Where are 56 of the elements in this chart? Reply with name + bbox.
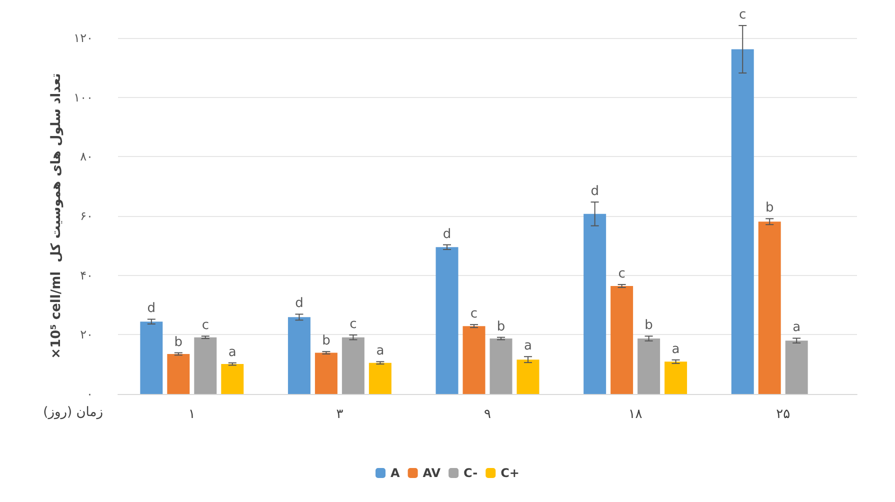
bar	[758, 222, 781, 394]
data-label: b	[765, 200, 774, 216]
y-tick-label: ۶۰	[80, 209, 93, 223]
bar	[638, 338, 660, 394]
data-label: d	[442, 226, 452, 242]
y-tick-label: ۱۰۰	[74, 90, 93, 104]
y-axis-title: ×10⁵ cell/ml تعداد سلول های هموسیت کل	[48, 73, 64, 359]
x-tick-label: ۲۵	[776, 407, 790, 422]
bar	[664, 362, 688, 394]
data-label: a	[228, 344, 236, 360]
bar	[731, 49, 754, 394]
x-tick-label: ۳	[336, 407, 344, 422]
data-label: b	[496, 319, 506, 334]
bar	[368, 362, 392, 394]
data-label: a	[524, 338, 532, 354]
data-label: c	[739, 8, 746, 23]
legend-label: C-	[464, 466, 478, 480]
bar	[288, 317, 310, 394]
data-label: c	[618, 266, 626, 282]
legend-label: A	[390, 466, 401, 480]
bar	[516, 360, 540, 394]
bar	[462, 326, 486, 394]
data-label: b	[174, 334, 183, 350]
data-label: a	[376, 344, 384, 359]
data-label: d	[147, 301, 156, 316]
data-label: c	[202, 318, 209, 334]
bar	[610, 286, 634, 394]
bar	[221, 364, 244, 394]
bar	[436, 247, 458, 394]
data-label: a	[792, 320, 801, 336]
y-tick-label: ۱۲۰	[74, 31, 93, 45]
x-tick-label: ۱۸	[628, 407, 642, 422]
bar	[140, 322, 163, 394]
bar	[785, 340, 808, 394]
data-label: d	[295, 296, 304, 312]
y-tick-label: ۲۰	[80, 328, 93, 342]
x-tick-label: ۱	[188, 407, 196, 422]
bar	[584, 214, 606, 394]
x-tick-label: ۹	[484, 407, 492, 422]
y-tick-label: ۴۰	[80, 268, 93, 282]
data-label: a	[672, 342, 680, 357]
bar	[167, 354, 190, 394]
data-label: d	[590, 184, 599, 200]
y-tick-label: ۰	[86, 387, 93, 401]
bar	[490, 338, 512, 394]
bar	[342, 337, 364, 394]
bar	[314, 352, 338, 394]
data-label: c	[470, 306, 478, 322]
data-label: c	[350, 316, 357, 332]
legend-label: C+	[500, 466, 520, 480]
y-tick-label: ۸۰	[80, 150, 93, 164]
x-axis-title: زمان (روز)	[43, 405, 103, 420]
legend-label: AV	[422, 466, 442, 480]
data-label: b	[644, 318, 653, 334]
bar	[194, 337, 217, 394]
data-label: b	[322, 334, 330, 349]
